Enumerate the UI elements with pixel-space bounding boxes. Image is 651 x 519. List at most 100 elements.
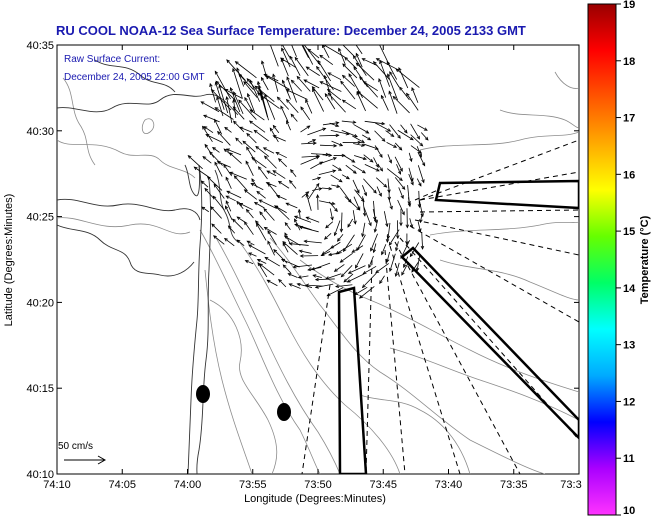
coastline xyxy=(57,59,239,474)
current-vector xyxy=(256,190,266,199)
current-vector xyxy=(304,283,323,288)
current-vector xyxy=(283,235,301,246)
current-vector xyxy=(338,47,346,65)
current-vector xyxy=(357,90,378,109)
current-vector xyxy=(388,90,398,114)
current-vector xyxy=(354,155,367,161)
current-vector xyxy=(268,45,279,67)
current-vector xyxy=(293,215,312,223)
current-vector xyxy=(263,155,277,169)
current-vector xyxy=(319,81,342,92)
current-vector xyxy=(361,134,372,141)
current-vector xyxy=(234,61,257,79)
colorbar-tick-label: 13 xyxy=(623,340,635,352)
plot-area xyxy=(57,45,579,474)
current-vector xyxy=(292,264,313,269)
current-vector xyxy=(420,132,429,141)
current-vector xyxy=(405,208,410,229)
current-vector xyxy=(223,237,235,247)
current-vector xyxy=(297,275,309,279)
y-axis: 40:35 40:30 40:25 40:20 40:15 40:10 xyxy=(26,40,579,481)
current-vector xyxy=(388,229,400,246)
current-vector xyxy=(242,140,256,153)
colorbar xyxy=(587,3,617,516)
current-vector xyxy=(417,151,426,167)
current-vector xyxy=(379,275,385,285)
current-vector xyxy=(363,178,377,194)
current-vector xyxy=(385,130,395,137)
current-vector xyxy=(356,234,366,252)
current-vector xyxy=(374,130,386,142)
current-vector xyxy=(386,60,398,80)
current-vector xyxy=(398,187,404,200)
current-vector xyxy=(375,263,389,274)
current-vector xyxy=(246,92,256,113)
current-vector xyxy=(296,75,311,92)
current-vector xyxy=(285,98,299,113)
current-vector xyxy=(286,76,297,103)
current-vector xyxy=(409,242,420,258)
x-tick-label: 73:45 xyxy=(369,479,397,491)
current-vector xyxy=(214,81,225,110)
current-vector xyxy=(276,96,290,110)
current-vector xyxy=(381,244,387,256)
current-vector xyxy=(329,122,340,128)
current-vector xyxy=(341,174,350,180)
current-vector xyxy=(300,125,311,133)
current-vector xyxy=(305,98,313,114)
current-vector xyxy=(232,98,237,119)
current-vector xyxy=(224,126,232,133)
current-vector xyxy=(307,139,317,144)
current-vector xyxy=(403,256,409,269)
current-vector xyxy=(272,170,286,179)
current-vector xyxy=(333,153,346,158)
shipping-lanes xyxy=(301,139,579,474)
current-vector xyxy=(285,202,298,209)
current-vector xyxy=(386,73,398,101)
current-vector xyxy=(352,179,360,194)
current-vector xyxy=(239,126,253,133)
current-vector xyxy=(331,184,341,188)
current-vector xyxy=(287,273,298,278)
current-vector xyxy=(229,171,247,180)
current-vector xyxy=(394,156,403,172)
current-vector xyxy=(204,143,215,158)
current-vector xyxy=(325,273,342,280)
current-vector xyxy=(288,242,309,246)
legend-line-1: Raw Surface Current: xyxy=(64,54,160,65)
current-vector xyxy=(263,208,275,221)
current-vector xyxy=(314,283,334,289)
current-vector xyxy=(298,225,319,233)
current-vector xyxy=(290,168,297,178)
current-vector xyxy=(351,245,364,253)
current-vector xyxy=(238,99,257,120)
current-vector xyxy=(276,195,287,201)
current-vector xyxy=(263,73,279,82)
current-vector xyxy=(326,88,342,101)
current-vector xyxy=(204,187,215,199)
current-vector xyxy=(341,99,357,110)
current-vector xyxy=(216,96,224,117)
current-vector xyxy=(277,158,288,168)
current-vector xyxy=(288,283,301,289)
current-vector xyxy=(389,71,400,88)
current-vector xyxy=(300,156,320,165)
colorbar-tick-label: 10 xyxy=(623,505,635,517)
current-vector xyxy=(232,120,245,133)
current-vector xyxy=(355,52,363,68)
current-vector xyxy=(209,82,216,103)
x-tick-label: 74:10 xyxy=(43,479,71,491)
current-vector xyxy=(266,279,278,287)
current-vector xyxy=(211,146,220,153)
current-vector xyxy=(248,120,266,133)
current-vector xyxy=(266,170,277,177)
current-vector xyxy=(363,207,372,227)
current-vector xyxy=(250,183,264,191)
current-vector xyxy=(420,232,425,250)
current-vector xyxy=(248,252,257,257)
current-vector xyxy=(394,142,403,151)
current-vector xyxy=(229,87,241,113)
current-vector xyxy=(213,183,225,199)
current-vector xyxy=(395,68,420,88)
current-vector xyxy=(211,223,222,234)
